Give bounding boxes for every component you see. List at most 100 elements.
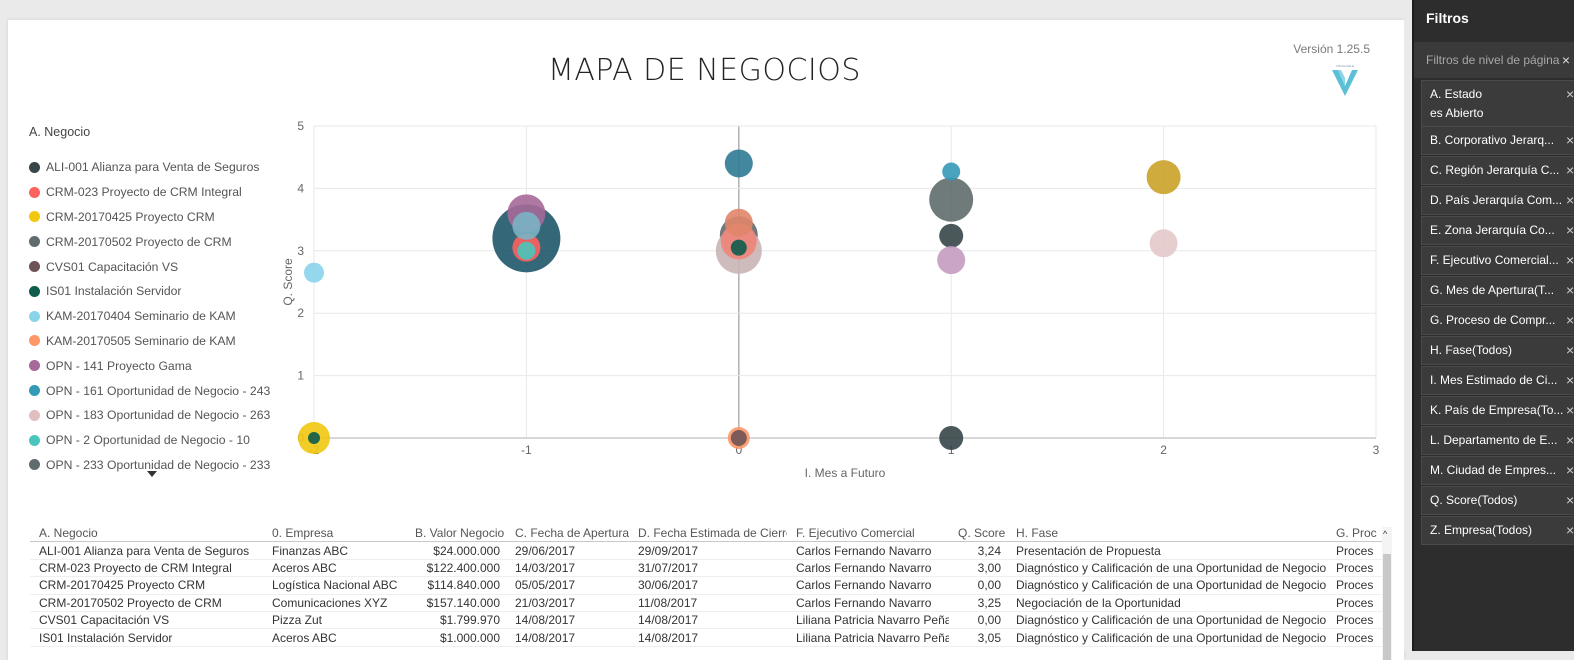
bubble-point[interactable] — [1146, 160, 1181, 195]
table-row[interactable]: CVS01 Capacitación VS Pizza Zut $1.799.970… — [30, 612, 1382, 630]
scroll-thumb[interactable] — [1383, 554, 1391, 660]
table-cell: 14/08/2017 — [638, 613, 699, 628]
filter-card[interactable]: E. Zona Jerarquía Co... × — [1421, 216, 1574, 245]
legend-item[interactable]: CRM-023 Proyecto de CRM Integral — [29, 180, 270, 205]
close-icon[interactable]: × — [1566, 432, 1574, 448]
close-icon[interactable]: × — [1566, 342, 1574, 358]
column-header[interactable]: G. Proc — [1336, 526, 1377, 541]
column-header[interactable]: H. Fase — [1016, 526, 1059, 541]
close-icon[interactable]: × — [1566, 222, 1574, 238]
legend-item[interactable]: OPN - 183 Oportunidad de Negocio - 263 — [29, 403, 270, 428]
table-cell: 0,00 — [977, 578, 1001, 593]
filters-pane: Filtros Filtros de nivel de página × A. … — [1412, 0, 1574, 651]
filter-card[interactable]: D. País Jerarquía Com... × — [1421, 186, 1574, 215]
close-icon[interactable]: × — [1566, 252, 1574, 268]
legend-item[interactable]: OPN - 141 Proyecto Gama — [29, 353, 270, 378]
filter-card[interactable]: H. Fase(Todos) × — [1421, 336, 1574, 365]
bubble-point[interactable] — [512, 211, 541, 240]
filter-card[interactable]: G. Mes de Apertura(T... × — [1421, 276, 1574, 305]
filter-card[interactable]: F. Ejecutivo Comercial... × — [1421, 246, 1574, 275]
bubble-point[interactable] — [937, 246, 966, 275]
bubble-point[interactable] — [724, 208, 753, 237]
filter-card[interactable]: B. Corporativo Jerarq... × — [1421, 126, 1574, 155]
close-icon[interactable]: × — [1566, 312, 1574, 328]
column-header[interactable]: Q. Score — [958, 526, 1006, 541]
legend-item[interactable]: IS01 Instalación Servidor — [29, 279, 270, 304]
legend-item[interactable]: CRM-20170502 Proyecto de CRM — [29, 229, 270, 254]
version-label: Versión 1.25.5 — [1293, 42, 1370, 56]
bubble-point[interactable] — [517, 241, 536, 260]
filter-card[interactable]: C. Región Jerarquía C... × — [1421, 156, 1574, 185]
table-cell: Aceros ABC — [272, 630, 337, 645]
close-icon[interactable]: × — [1566, 462, 1574, 478]
legend-label: CRM-20170502 Proyecto de CRM — [46, 234, 232, 249]
column-header[interactable]: F. Ejecutivo Comercial — [796, 526, 915, 541]
filter-card[interactable]: K. País de Empresa(To... × — [1421, 396, 1574, 425]
legend-title: A. Negocio — [29, 125, 91, 139]
table-row[interactable]: IS01 Instalación Servidor Aceros ABC $1.00… — [30, 629, 1382, 647]
close-icon[interactable]: × — [1566, 522, 1574, 538]
filter-card[interactable]: A. Estado es Abierto × — [1421, 80, 1574, 128]
legend-item[interactable]: OPN - 2 Oportunidad de Negocio - 10 — [29, 428, 270, 453]
filter-card-value: es Abierto — [1430, 106, 1484, 120]
column-header[interactable]: D. Fecha Estimada de Cierre — [638, 526, 787, 541]
bubble-point[interactable] — [730, 239, 747, 256]
table-cell: 11/08/2017 — [638, 595, 698, 610]
table-row[interactable]: CRM-20170502 Proyecto de CRM Comunicacion… — [30, 595, 1382, 612]
table-row[interactable]: CRM-20170425 Proyecto CRM Logística Nacio… — [30, 577, 1382, 595]
close-icon[interactable]: × — [1566, 282, 1574, 298]
legend-item[interactable]: CRM-20170425 Proyecto CRM — [29, 205, 270, 230]
y-tick-label: 5 — [297, 119, 304, 133]
bubble-point[interactable] — [724, 149, 753, 178]
legend-item[interactable]: KAM-20170505 Seminario de KAM — [29, 329, 270, 354]
filter-card[interactable]: I. Mes Estimado de Ci... × — [1421, 366, 1574, 395]
close-icon[interactable]: × — [1566, 492, 1574, 508]
close-icon[interactable]: × — [1566, 132, 1574, 148]
legend-item[interactable]: ALI-001 Alianza para Venta de Seguros — [29, 155, 270, 180]
close-icon[interactable]: × — [1566, 162, 1574, 178]
close-icon[interactable]: × — [1566, 372, 1574, 388]
filter-card[interactable]: G. Proceso de Compr... × — [1421, 306, 1574, 335]
legend-item[interactable]: OPN - 161 Oportunidad de Negocio - 243 — [29, 378, 270, 403]
legend-label: ALI-001 Alianza para Venta de Seguros — [46, 160, 260, 175]
close-icon[interactable]: × — [1561, 52, 1570, 68]
table-cell: $122.400.000 — [426, 560, 500, 575]
legend-label: CRM-20170425 Proyecto CRM — [46, 209, 215, 224]
legend-item[interactable]: CVS01 Capacitación VS — [29, 254, 270, 279]
bubble-point[interactable] — [942, 162, 961, 181]
close-icon[interactable]: × — [1566, 192, 1574, 208]
filter-card[interactable]: Z. Empresa(Todos) × — [1421, 516, 1574, 545]
table-row[interactable]: ALI-001 Alianza para Venta de Seguros Fin… — [30, 542, 1382, 560]
filter-card[interactable]: Q. Score(Todos) × — [1421, 486, 1574, 515]
filter-card[interactable]: L. Departamento de E... × — [1421, 426, 1574, 455]
filter-card[interactable]: M. Ciudad de Empres... × — [1421, 456, 1574, 485]
bubble-point[interactable] — [730, 430, 747, 446]
table-scrollbar[interactable]: ^ — [1382, 527, 1392, 660]
legend-scroll-down-icon[interactable] — [147, 471, 157, 477]
bubble-point[interactable] — [304, 262, 324, 283]
y-tick-label: 1 — [297, 369, 304, 383]
close-icon[interactable]: × — [1566, 402, 1574, 418]
legend-marker — [29, 161, 40, 173]
table-row[interactable]: CRM-023 Proyecto de CRM Integral Aceros A… — [30, 560, 1382, 578]
legend-item[interactable]: OPN - 233 Oportunidad de Negocio - 233 — [29, 453, 270, 478]
column-header[interactable]: A. Negocio — [39, 526, 98, 541]
scroll-up-icon[interactable]: ^ — [1383, 529, 1388, 539]
table-cell: Carlos Fernando Navarro — [796, 543, 932, 558]
legend-item[interactable]: KAM-20170404 Seminario de KAM — [29, 304, 270, 329]
bubble-point[interactable] — [308, 432, 320, 444]
column-header[interactable]: B. Valor Negocio — [415, 526, 505, 541]
legend-label: OPN - 161 Oportunidad de Negocio - 243 — [46, 383, 271, 398]
table-cell: Carlos Fernando Navarro — [796, 578, 932, 593]
bubble-point[interactable] — [1149, 229, 1178, 258]
bubble-point[interactable] — [929, 177, 974, 222]
bubble-point[interactable] — [939, 223, 964, 248]
column-header[interactable]: 0. Empresa — [272, 526, 334, 541]
column-header[interactable]: C. Fecha de Apertura — [515, 526, 629, 541]
bubble-point[interactable] — [939, 426, 964, 450]
legend-marker — [29, 459, 40, 471]
table-cell: 29/06/2017 — [515, 543, 576, 558]
table-cell: 14/08/2017 — [515, 630, 576, 645]
close-icon[interactable]: × — [1566, 86, 1574, 102]
